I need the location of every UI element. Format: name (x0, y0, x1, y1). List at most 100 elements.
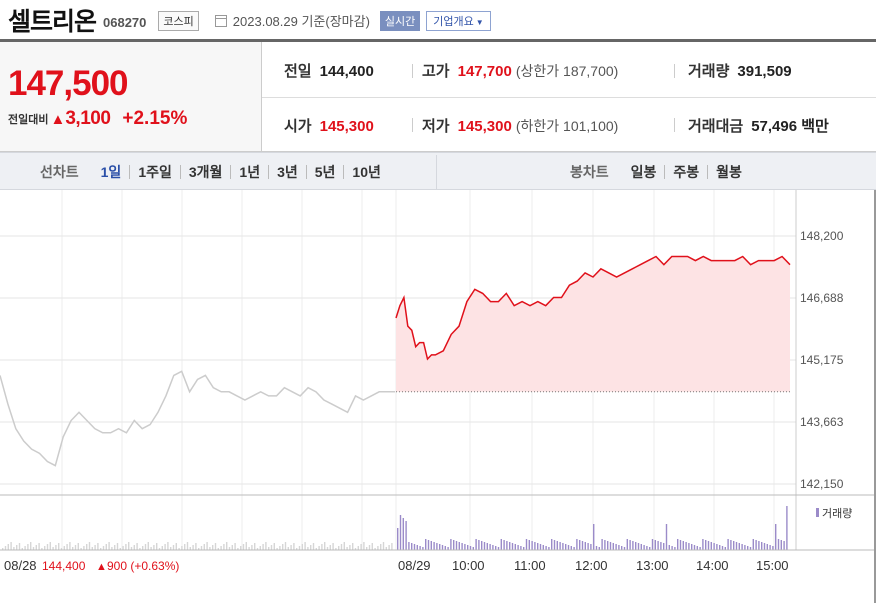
volume-bar-prev (119, 548, 121, 550)
x-tick-label: 08/28 (4, 558, 37, 573)
volume-bar-prev (287, 547, 289, 550)
volume-bar-prev (251, 545, 253, 550)
volume-bar (629, 540, 631, 550)
low-value: 145,300 (457, 117, 512, 135)
volume-bar-prev (94, 545, 96, 550)
tab-5y[interactable]: 5년 (305, 165, 344, 179)
volume-bar-prev (80, 548, 82, 550)
volume-bar-prev (167, 542, 169, 550)
tab-1y[interactable]: 1년 (230, 165, 268, 179)
volume-bar (509, 542, 511, 550)
prev-close-label: 전일 (284, 63, 312, 80)
volume-bar (397, 528, 399, 550)
volume-bar-prev (293, 543, 295, 550)
volume-bar-prev (153, 545, 155, 550)
volume-bar (752, 539, 754, 550)
volume-bar (481, 541, 483, 550)
tab-daily[interactable]: 일봉 (630, 164, 657, 180)
volume-bar (483, 542, 486, 550)
volume-bar (453, 540, 455, 550)
volume-bar-prev (273, 543, 275, 550)
volume-bar-prev (321, 544, 323, 550)
volume-bar (595, 546, 598, 550)
divider (412, 64, 413, 78)
stock-name[interactable]: 셀트리온 (8, 7, 97, 36)
amount-value: 57,496 백만 (751, 117, 829, 135)
volume-bar (506, 541, 508, 550)
volume-bar-prev (368, 545, 371, 550)
tab-weekly[interactable]: 주봉 (664, 165, 707, 179)
x-tick-label: 11:00 (514, 558, 546, 573)
volume-bar (450, 539, 452, 550)
volume-bar (553, 540, 556, 550)
volume-bar (545, 546, 547, 550)
open-value: 145,300 (319, 117, 374, 135)
volume-bar (679, 540, 682, 550)
chevron-down-icon: ▼ (475, 17, 484, 27)
amount-label: 거래대금 (688, 117, 744, 135)
volume-bar (685, 542, 687, 550)
volume-bar-prev (265, 542, 267, 550)
volume-bar (565, 544, 567, 550)
calendar-icon (214, 14, 227, 27)
volume-bar (559, 542, 561, 550)
volume-bar (587, 543, 589, 550)
volume-bar-prev (282, 544, 284, 550)
volume-bar (626, 539, 628, 550)
y-tick-label: 143,663 (800, 415, 844, 429)
volume-bar-prev (178, 548, 180, 550)
market-badge: 코스피 (158, 10, 199, 31)
volume-bar-prev (186, 542, 189, 550)
volume-bar (439, 544, 441, 550)
volume-bar-prev (55, 545, 57, 550)
volume-bar-prev (114, 545, 116, 550)
volume-bar (623, 547, 626, 550)
volume-bar (705, 540, 707, 550)
volume-bar (447, 547, 449, 550)
company-overview-button[interactable]: 기업개요 ▼ (426, 10, 491, 31)
volume-bar (674, 547, 676, 550)
volume-bar-prev (10, 542, 12, 550)
volume-bar (427, 540, 430, 550)
volume-bar-prev (228, 547, 231, 550)
volume-bar (573, 547, 575, 550)
realtime-button[interactable]: 실시간 (379, 10, 421, 31)
tab-1d[interactable]: 1일 (100, 164, 122, 180)
volume-bar (783, 541, 785, 550)
volume-bar-prev (164, 544, 166, 550)
volume-bar (464, 544, 466, 550)
lower-limit: (하한가 101,100) (515, 117, 619, 134)
volume-bar-prev (329, 545, 331, 550)
volume-bar (579, 540, 581, 550)
info-row-1: 전일 144,400 고가 147,700 (상한가 187,700) 거래량 … (262, 44, 876, 98)
volume-bar-prev (209, 547, 211, 550)
volume-bar (497, 547, 500, 550)
tab-1w[interactable]: 1주일 (129, 165, 180, 179)
tab-3y[interactable]: 3년 (268, 165, 306, 179)
prev-day-close: 144,400 (42, 559, 86, 573)
volume-bar (570, 546, 572, 550)
open-cell: 시가 145,300 (284, 115, 374, 136)
y-tick-label: 146,688 (800, 291, 844, 305)
tab-3m[interactable]: 3개월 (179, 165, 231, 179)
volume-bar-prev (74, 545, 77, 550)
volume-bar-prev (49, 542, 51, 550)
volume-bar-prev (242, 544, 245, 550)
volume-bar (581, 541, 584, 550)
tab-10y[interactable]: 10년 (343, 165, 388, 179)
volume-bar (399, 515, 402, 550)
volume-bar (511, 543, 514, 550)
volume-bar-prev (161, 546, 163, 550)
volume-bar (758, 541, 760, 550)
volume-bar (649, 547, 651, 550)
volume-bar (416, 545, 418, 550)
tab-monthly[interactable]: 월봉 (707, 165, 750, 179)
volume-bar (531, 541, 533, 550)
volume-bar-prev (24, 546, 26, 550)
low-cell: 저가 145,300 (하한가 101,100) (422, 115, 618, 136)
volume-bar (707, 541, 710, 550)
volume-bar-prev (136, 543, 138, 550)
volume-bar (402, 518, 404, 550)
volume-bar-prev (335, 548, 337, 550)
volume-bar-prev (144, 544, 147, 550)
